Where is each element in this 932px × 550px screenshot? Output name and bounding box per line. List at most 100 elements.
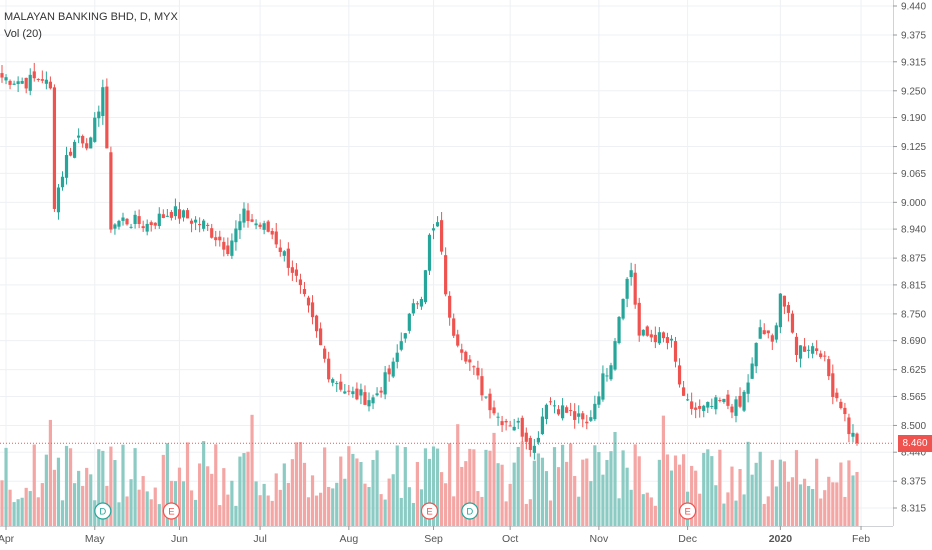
volume-bar [702,452,706,526]
candle-body [129,226,133,228]
candle-body [577,413,581,417]
volume-bar [0,480,4,526]
volume-bar [278,489,282,526]
y-tick-label: 8.500 [901,421,926,432]
candle-body [460,349,464,353]
candle-body [218,236,222,241]
volume-bar [149,499,153,526]
volume-bar [573,475,577,526]
volume-bar [811,488,815,526]
candle-body [270,230,274,235]
candle-body [24,77,28,89]
volume-bar [516,446,520,526]
volume-bar [32,444,36,526]
volume-bar [8,489,12,526]
volume-bar [137,489,141,526]
candle-body [407,313,411,331]
candle-body [64,155,69,178]
volume-bar [12,502,16,526]
volume-bar [823,490,827,526]
candle-body [145,223,149,232]
candle-body [185,210,190,219]
candle-body [371,397,375,404]
candle-body [395,352,399,362]
y-tick-label: 8.750 [901,309,926,320]
event-marker-circle [420,502,439,520]
candle-body [827,359,831,377]
candle-body [359,389,363,396]
volume-bar [681,454,686,526]
volume-indicator-label: Vol (20) [4,28,42,40]
candle-body [698,405,702,409]
volume-bar [762,503,766,526]
candle-body [266,221,270,232]
y-tick-label: 9.250 [901,86,926,97]
candle-body [387,368,391,375]
volume-bar [464,461,468,526]
volume-bar [77,470,81,526]
candle-body [855,433,859,444]
candle-body [411,303,415,314]
volume-bar [206,466,210,526]
volume-bar [629,489,633,526]
volume-bar [427,458,432,526]
volume-bar [266,495,270,526]
candle-body [282,251,286,256]
candle-body [20,81,24,84]
candle-body [456,334,460,346]
event-marker-label: E [684,507,690,518]
volume-bar [286,482,290,526]
volume-bar [532,460,536,526]
candle-body [540,416,545,435]
volume-bar [758,451,762,526]
volume-bar [113,460,117,526]
candle-body [153,222,157,226]
volume-bar [298,442,303,526]
volume-bar [399,497,403,526]
candle-body [431,228,436,231]
y-tick-label: 9.440 [901,2,926,13]
candle-body [819,353,823,358]
candle-body [399,341,403,350]
candle-body [802,346,807,352]
volume-bar [60,500,65,526]
candle-body [36,79,40,81]
volume-bar [548,500,553,526]
volume-bar [310,475,315,526]
y-tick-label: 9.190 [901,113,926,124]
volume-bar [726,492,730,526]
candle-body [613,341,617,370]
volume-bar [351,453,355,526]
volume-bar [411,502,415,526]
candle-body [198,224,202,226]
candle-body [254,223,258,226]
candle-body [815,348,819,351]
candle-body [464,351,468,362]
volume-bar [452,496,456,526]
candle-body [649,334,653,338]
volume-bar [589,481,593,526]
candle-body [476,367,480,376]
candle-body [730,406,734,413]
volume-bar [807,485,811,526]
candle-body [234,228,238,243]
candle-body [214,237,218,241]
volume-bar [665,454,670,526]
volume-bar [161,454,165,526]
candle-body [637,302,641,336]
candle-body [189,220,194,224]
volume-bar [641,494,645,526]
candle-body [609,365,613,380]
volume-bar [407,487,411,526]
volume-bar [355,458,359,526]
volume-bar [234,505,238,526]
volume-bar [347,446,351,526]
candle-body [758,327,762,339]
volume-bar [460,466,464,526]
volume-bar [262,483,266,526]
volume-bar [391,474,395,526]
volume-bar [605,459,609,526]
candle-body [40,79,44,81]
